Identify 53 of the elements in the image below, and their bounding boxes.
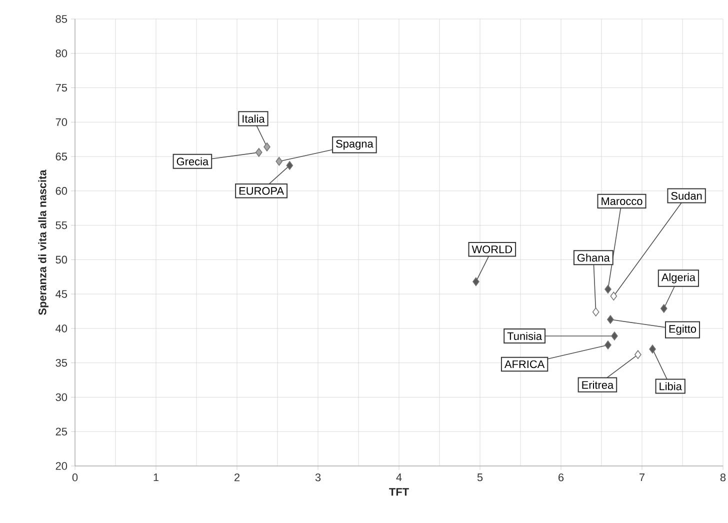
x-tick-label: 6 [558,474,564,482]
point [607,315,614,324]
y-tick-label: 80 [56,50,68,58]
annotation: Sudan [671,192,702,200]
point [649,344,656,354]
x-tick-label: 1 [154,474,159,482]
y-tick-label: 55 [56,221,68,230]
annotation: Spagna [336,140,374,150]
x-tick-label: 4 [396,474,402,482]
point [276,156,283,166]
annotation: Libia [660,382,682,390]
x-axis-title: TFT [389,488,409,496]
y-tick-label: 65 [56,152,68,160]
annotation: Eritrea [582,380,614,389]
y-tick-label: 50 [56,256,68,264]
annotation: Egitto [669,324,696,335]
annotation: Ghana [578,254,610,262]
x-tick-label: 3 [315,474,321,482]
annotation: WORLD [472,245,512,254]
point [634,350,642,359]
point [472,277,480,286]
x-tick-label: 7 [640,474,645,482]
point [604,284,612,294]
x-tick-label: 2 [234,474,240,482]
annotation: AFRICA [504,360,545,368]
y-tick-label: 60 [56,187,68,195]
x-tick-label: 0 [72,474,78,482]
point [255,148,262,157]
point [592,308,600,316]
y-tick-label: 70 [56,118,68,126]
point [604,340,612,350]
point [660,304,668,313]
y-tick-label: 75 [56,84,68,92]
annotation: EUROPA [239,187,284,195]
annotation: Algeria [661,273,696,284]
y-axis-title: Speranza di vita alla nascita [38,170,48,315]
annotation: Grecia [176,157,209,166]
point [264,142,270,152]
y-tick-label: 25 [56,428,68,436]
point [286,161,294,170]
y-tick-label: 85 [56,15,68,23]
y-tick-label: 40 [56,324,68,332]
point [610,292,618,301]
x-tick-label: 8 [720,474,726,482]
y-tick-label: 35 [56,358,68,367]
annotation: Tunisia [507,332,542,340]
y-tick-label: 30 [56,393,68,402]
y-tick-label: 45 [56,290,68,298]
annotation: Marocco [602,197,642,206]
y-tick-label: 20 [56,462,68,470]
point [611,332,618,340]
annotation: Italia [242,114,265,123]
x-tick-label: 5 [477,474,483,482]
